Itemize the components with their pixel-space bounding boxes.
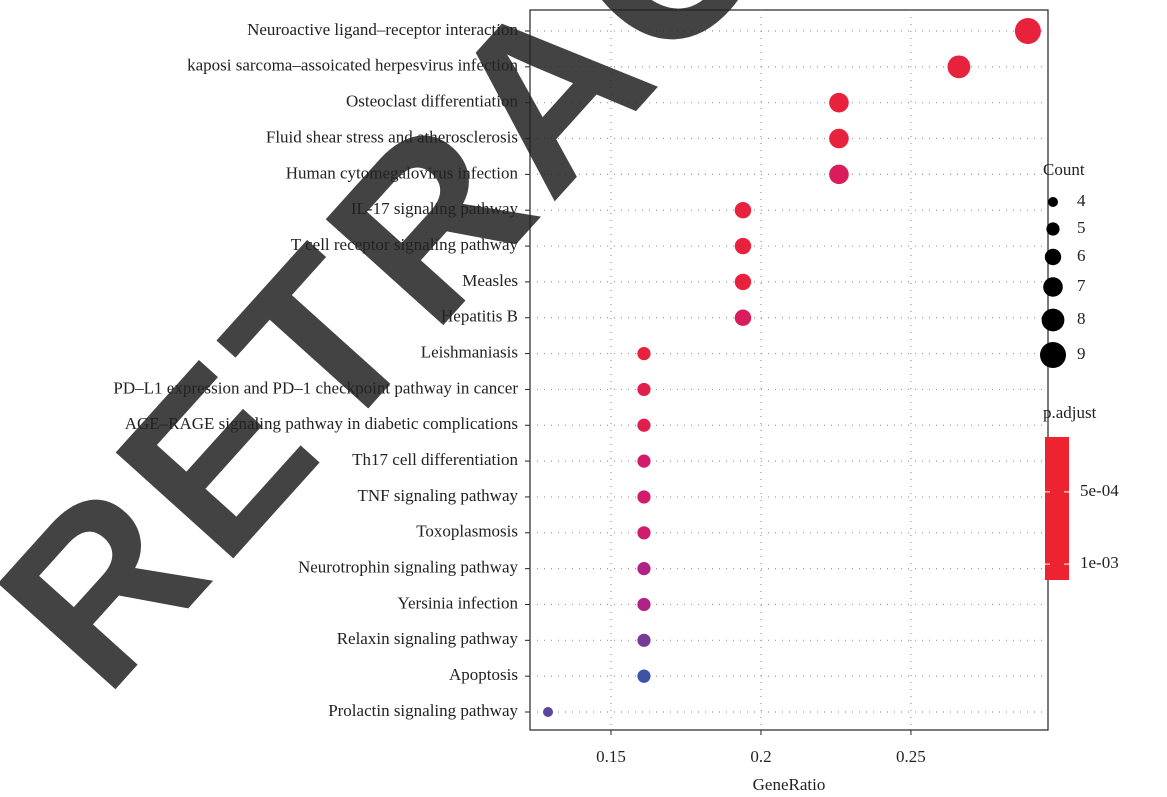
dot [637,526,651,540]
dot [637,633,651,647]
dot [734,237,752,255]
size-legend-title: Count [1043,160,1085,179]
dot [734,309,752,326]
y-tick-label: T cell receptor signaling pathway [291,235,519,254]
dot [734,273,752,291]
dot [637,418,651,432]
size-legend-label: 7 [1077,276,1086,295]
y-tick-label: Fluid shear stress and atherosclerosis [266,127,518,146]
dot [637,346,651,361]
x-tick-label: 0.15 [596,747,626,766]
y-tick-label: Neurotrophin signaling pathway [298,558,519,577]
dot [637,490,651,504]
size-legend-label: 5 [1077,218,1086,237]
color-legend-title: p.adjust [1043,403,1097,422]
y-tick-label: TNF signaling pathway [357,486,518,505]
color-tick-label: 5e-04 [1080,481,1119,500]
dot [637,454,651,468]
y-tick-label: Yersinia infection [397,593,518,612]
size-legend-dot [1040,342,1066,368]
size-legend-dot [1043,277,1063,297]
y-tick-label: Measles [462,271,518,290]
dot [637,562,651,576]
y-tick-label: Neuroactive ligand–receptor interaction [247,20,518,39]
y-tick-label: Th17 cell differentiation [352,450,518,469]
plot-frame [529,9,1049,731]
y-tick-label: Apoptosis [449,665,518,684]
y-tick-label: Human cytomegalovirus infection [286,163,519,182]
y-tick-label: Hepatitis B [441,307,518,326]
dot [637,382,651,397]
color-bar [1045,437,1069,580]
size-legend-label: 4 [1077,191,1086,210]
color-tick-label: 1e-03 [1080,553,1119,572]
dot [637,669,651,683]
size-legend-dot [1048,197,1058,207]
size-legend-dot [1044,248,1062,266]
y-tick-label: PD–L1 expression and PD–1 checkpoint pat… [113,378,518,397]
dot [734,202,752,219]
dot [542,707,553,717]
x-axis-title: GeneRatio [753,775,826,794]
y-tick-label: AGE–RAGE signaling pathway in diabetic c… [125,414,518,433]
size-legend-label: 8 [1077,309,1086,328]
y-tick-label: Osteoclast differentiation [346,92,518,111]
dot [637,597,651,612]
dot [1014,18,1041,44]
y-tick-label: IL-17 signaling pathway [351,199,519,218]
size-legend-dot [1046,222,1060,236]
size-legend-label: 9 [1077,344,1086,363]
dot [829,92,849,113]
x-tick-label: 0.2 [750,747,771,766]
plot [525,9,1049,735]
dot [829,164,849,185]
y-tick-label: Leishmaniasis [421,342,518,361]
dot [947,55,971,79]
y-tick-label: Relaxin signaling pathway [337,629,519,648]
size-legend-dot [1041,308,1065,332]
dot [829,128,849,149]
y-tick-label: kaposi sarcoma–assoicated herpesvirus in… [187,56,518,75]
y-tick-label: Toxoplasmosis [416,522,518,541]
y-tick-label: Prolactin signaling pathway [328,701,518,720]
watermark: RETRACTED [0,0,1151,733]
size-legend-label: 6 [1077,246,1086,265]
x-tick-label: 0.25 [896,747,926,766]
